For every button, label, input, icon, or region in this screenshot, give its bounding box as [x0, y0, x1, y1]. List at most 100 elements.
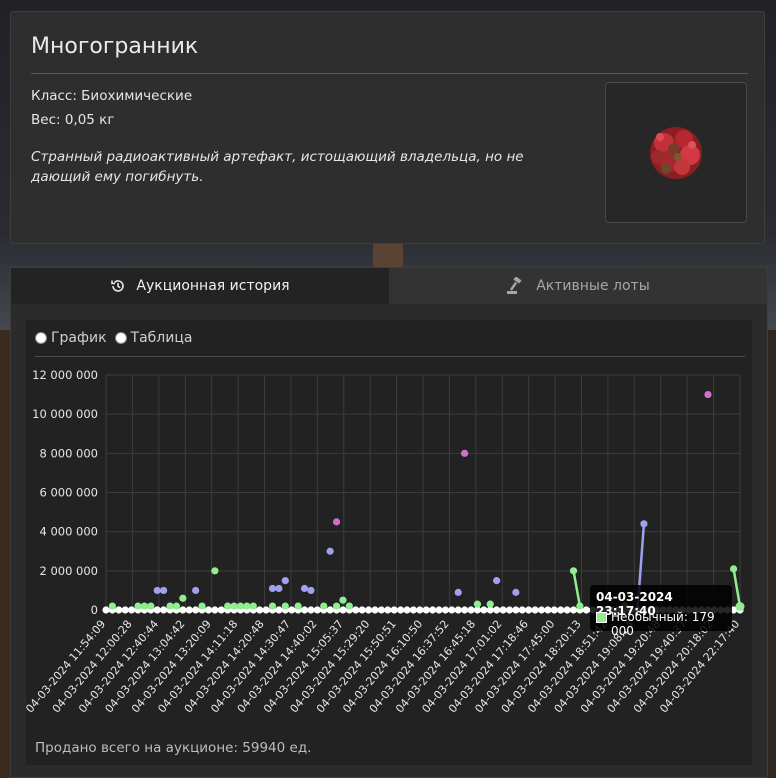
data-point — [140, 602, 149, 610]
chart-radio[interactable] — [35, 332, 47, 344]
data-point — [358, 606, 366, 614]
data-point — [128, 606, 136, 614]
data-point — [569, 606, 578, 614]
item-class: Класс: Биохимические — [31, 88, 193, 104]
data-point — [544, 606, 552, 614]
data-point — [268, 602, 277, 610]
data-point — [307, 586, 315, 595]
tooltip-swatch — [596, 612, 607, 623]
data-point — [486, 600, 494, 608]
data-point — [403, 606, 411, 614]
panel-divider — [35, 356, 745, 357]
data-point — [262, 606, 270, 614]
data-point — [518, 606, 526, 614]
data-point — [537, 606, 546, 614]
data-point — [307, 606, 315, 614]
data-point — [409, 606, 417, 614]
data-point — [531, 606, 539, 614]
item-info-card: Многогранник Класс: Биохимические Вес: 0… — [10, 11, 765, 244]
series-line — [732, 568, 742, 607]
data-point — [160, 586, 168, 595]
series-line — [572, 570, 582, 607]
artifact-image — [650, 127, 702, 179]
data-point — [467, 606, 475, 614]
history-icon — [111, 280, 125, 292]
data-point — [300, 584, 309, 593]
table-radio[interactable] — [114, 332, 127, 344]
data-point — [153, 586, 161, 595]
data-point — [486, 606, 494, 614]
data-point — [326, 547, 334, 555]
background-right — [766, 330, 776, 778]
data-point — [396, 606, 405, 614]
data-point — [557, 606, 565, 614]
data-point — [217, 606, 225, 614]
data-point — [320, 602, 328, 610]
y-tick-label: 12 000 000 — [32, 368, 98, 382]
data-point — [563, 606, 571, 614]
data-point — [473, 600, 482, 608]
item-title: Многогранник — [31, 34, 199, 59]
data-point — [204, 606, 213, 614]
history-panel: График Таблица Продано всего на аукционе… — [26, 320, 752, 765]
data-point — [179, 594, 187, 602]
data-point — [134, 602, 142, 610]
data-point — [281, 577, 289, 585]
data-point — [512, 588, 520, 596]
data-point — [704, 390, 712, 399]
background-left — [0, 330, 12, 778]
data-point — [352, 606, 360, 614]
data-point — [461, 606, 469, 614]
data-point — [230, 602, 238, 610]
data-point — [172, 602, 181, 610]
data-point — [416, 606, 424, 614]
data-point — [454, 588, 462, 596]
data-point — [147, 602, 155, 610]
hovered-data-point — [735, 601, 745, 611]
data-point — [211, 567, 219, 575]
data-point — [582, 606, 590, 614]
data-point — [179, 606, 187, 614]
data-point — [505, 606, 514, 614]
data-point — [569, 567, 578, 575]
data-point — [371, 606, 379, 614]
auction-card: Аукционная история Активные лоты График … — [10, 267, 768, 778]
data-point — [294, 602, 302, 610]
title-divider — [31, 73, 748, 74]
data-point — [288, 606, 296, 614]
data-point — [729, 565, 738, 573]
data-point — [108, 602, 117, 610]
data-point — [326, 606, 334, 614]
data-point — [493, 577, 501, 585]
data-point — [198, 602, 206, 610]
data-point — [422, 606, 430, 614]
data-point — [224, 602, 232, 610]
data-point — [384, 606, 392, 614]
tooltip-value: Необычный: 179 000 — [611, 610, 715, 638]
y-tick-label: 10 000 000 — [32, 407, 98, 421]
data-point — [185, 606, 193, 614]
data-point — [249, 602, 257, 610]
data-point — [454, 606, 462, 614]
tab-bar: Аукционная история Активные лоты — [11, 268, 767, 304]
data-point — [243, 602, 251, 610]
tooltip-date: 04-03-2024 23:17:40 — [596, 590, 673, 618]
y-tick-label: 0 — [91, 603, 98, 617]
data-point — [345, 602, 353, 610]
tab-active-lots[interactable]: Активные лоты — [389, 268, 767, 304]
data-point — [268, 584, 277, 593]
data-point — [429, 606, 437, 614]
data-point — [160, 606, 168, 614]
data-point — [435, 606, 443, 614]
data-point — [473, 606, 482, 614]
y-tick-label: 8 000 000 — [39, 446, 98, 460]
data-point — [192, 606, 200, 614]
data-point — [499, 606, 507, 614]
tab-auction-history[interactable]: Аукционная история — [11, 268, 389, 304]
data-point — [461, 449, 469, 457]
data-point — [441, 606, 450, 614]
data-point — [364, 606, 373, 614]
data-point — [525, 606, 533, 614]
tab-active-lots-label: Активные лоты — [536, 278, 650, 294]
